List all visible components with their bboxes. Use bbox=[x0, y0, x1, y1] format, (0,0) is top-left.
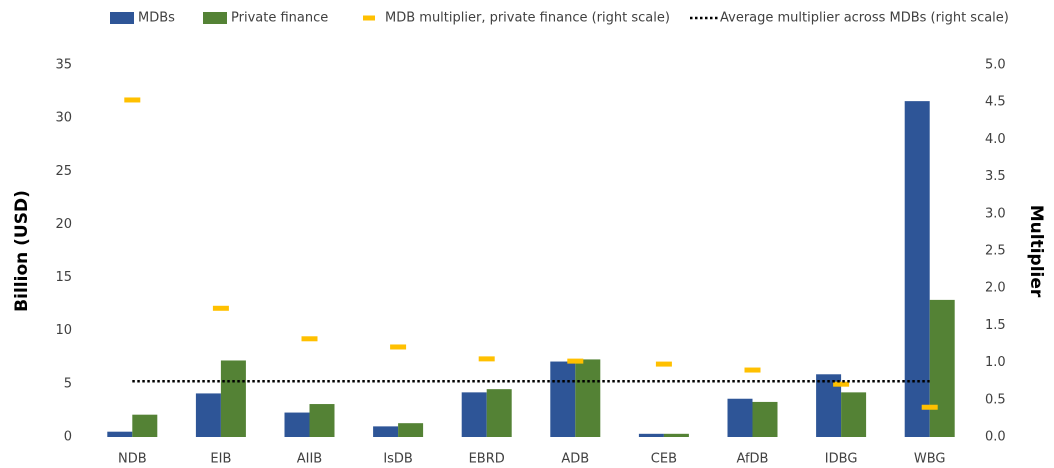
y-tick-label: 10 bbox=[55, 323, 72, 338]
y2-tick-label: 5.0 bbox=[985, 58, 1006, 73]
y2-tick-label: 3.0 bbox=[985, 206, 1006, 221]
legend-label: MDBs bbox=[138, 11, 175, 26]
bar bbox=[309, 404, 335, 437]
multiplier-marker bbox=[212, 305, 229, 311]
x-tick-label: AIIB bbox=[297, 452, 322, 467]
multiplier-marker bbox=[124, 97, 141, 103]
bar bbox=[461, 392, 487, 437]
bar bbox=[638, 433, 664, 437]
x-tick-label: ADB bbox=[561, 452, 589, 467]
y-tick-label: 20 bbox=[55, 217, 72, 232]
multiplier-marker bbox=[301, 336, 318, 342]
y-tick-label: 35 bbox=[55, 58, 72, 73]
bar bbox=[904, 101, 930, 437]
y2-tick-label: 4.0 bbox=[985, 132, 1006, 147]
legend-swatch bbox=[203, 12, 227, 24]
y2-tick-label: 4.5 bbox=[985, 95, 1006, 110]
y2-tick-label: 1.0 bbox=[985, 355, 1006, 370]
bar bbox=[663, 433, 689, 437]
bar bbox=[727, 398, 753, 437]
bar bbox=[486, 389, 512, 437]
y-tick-label: 5 bbox=[64, 376, 72, 391]
legend-label: MDB multiplier, private finance (right s… bbox=[385, 11, 670, 26]
multiplier-marker bbox=[390, 344, 407, 350]
bar bbox=[929, 299, 955, 437]
x-tick-label: IsDB bbox=[383, 452, 413, 467]
x-tick-label: EBRD bbox=[469, 452, 505, 467]
legend-label: Private finance bbox=[231, 11, 328, 26]
multiplier-marker bbox=[744, 367, 761, 373]
legend-label: Average multiplier across MDBs (right sc… bbox=[720, 11, 1009, 26]
multiplier-marker bbox=[567, 358, 584, 364]
x-tick-label: IDBG bbox=[825, 452, 858, 467]
bar bbox=[841, 392, 867, 437]
bar bbox=[752, 401, 778, 437]
legend-swatch bbox=[110, 12, 134, 24]
multiplier-marker bbox=[921, 404, 938, 410]
bar bbox=[550, 361, 576, 437]
x-tick-label: NDB bbox=[118, 452, 147, 467]
bar bbox=[373, 426, 399, 437]
x-tick-label: EIB bbox=[210, 452, 231, 467]
y2-axis-title: Multiplier bbox=[1026, 205, 1046, 298]
bar bbox=[195, 393, 221, 437]
y-tick-label: 15 bbox=[55, 270, 72, 285]
x-tick-label: WBG bbox=[914, 452, 946, 467]
multiplier-marker bbox=[655, 361, 672, 367]
y-axis-title: Billion (USD) bbox=[12, 190, 32, 312]
y2-tick-label: 1.5 bbox=[985, 318, 1006, 333]
bar bbox=[284, 412, 310, 437]
y-tick-label: 0 bbox=[64, 430, 72, 445]
legend-swatch bbox=[363, 15, 375, 21]
bar bbox=[220, 360, 246, 437]
bar bbox=[107, 431, 133, 437]
y2-tick-label: 2.5 bbox=[985, 244, 1006, 259]
y2-tick-label: 2.0 bbox=[985, 281, 1006, 296]
y2-tick-label: 3.5 bbox=[985, 169, 1006, 184]
x-tick-label: AfDB bbox=[737, 452, 769, 467]
bar bbox=[398, 423, 424, 437]
multiplier-marker bbox=[833, 381, 850, 387]
multiplier-marker bbox=[478, 356, 495, 362]
bar bbox=[575, 359, 601, 437]
y-tick-label: 30 bbox=[55, 111, 72, 126]
y2-tick-label: 0.0 bbox=[985, 430, 1006, 445]
x-tick-label: CEB bbox=[651, 452, 677, 467]
y2-tick-label: 0.5 bbox=[985, 392, 1006, 407]
y-tick-label: 25 bbox=[55, 164, 72, 179]
bar bbox=[132, 414, 158, 437]
